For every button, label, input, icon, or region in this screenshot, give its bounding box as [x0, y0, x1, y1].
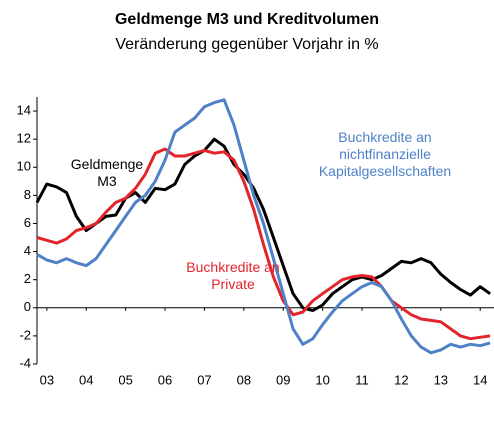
y-tick-label: -4	[19, 355, 31, 370]
x-tick-label: 03	[40, 372, 54, 387]
x-tick-label: 08	[237, 372, 251, 387]
chart-title: Geldmenge M3 und Kreditvolumen	[115, 11, 379, 28]
chart-subtitle: Veränderung gegenüber Vorjahr in %	[115, 36, 378, 53]
x-tick-label: 10	[315, 372, 329, 387]
series-label: Geldmenge M3	[70, 156, 144, 189]
y-tick-label: -2	[19, 327, 31, 342]
x-tick-label: 11	[355, 372, 369, 387]
x-tick-label: 13	[434, 372, 448, 387]
line-series	[36, 98, 491, 355]
y-tick-label: 12	[17, 131, 31, 146]
y-tick-label: 2	[24, 271, 31, 286]
x-tick-label: 12	[394, 372, 408, 387]
x-tick-label: 06	[158, 372, 172, 387]
x-tick-label: 14	[473, 372, 487, 387]
x-tick-label: 07	[197, 372, 211, 387]
line-series	[36, 147, 491, 341]
y-tick-label: 0	[24, 299, 31, 314]
y-tick-label: 6	[24, 215, 31, 230]
series-label: Buchkredite an Private	[186, 259, 280, 292]
x-tick-label: 04	[79, 372, 93, 387]
y-tick-label: 8	[24, 187, 31, 202]
y-tick-label: 14	[17, 102, 31, 117]
y-tick-label: 10	[17, 159, 31, 174]
y-tick-label: 4	[24, 243, 31, 258]
line-series	[35, 137, 491, 313]
series-label: Buchkredite an nichtfinanzielle Kapitalg…	[318, 129, 452, 179]
x-tick-label: 05	[118, 372, 132, 387]
x-tick-label: 09	[276, 372, 290, 387]
